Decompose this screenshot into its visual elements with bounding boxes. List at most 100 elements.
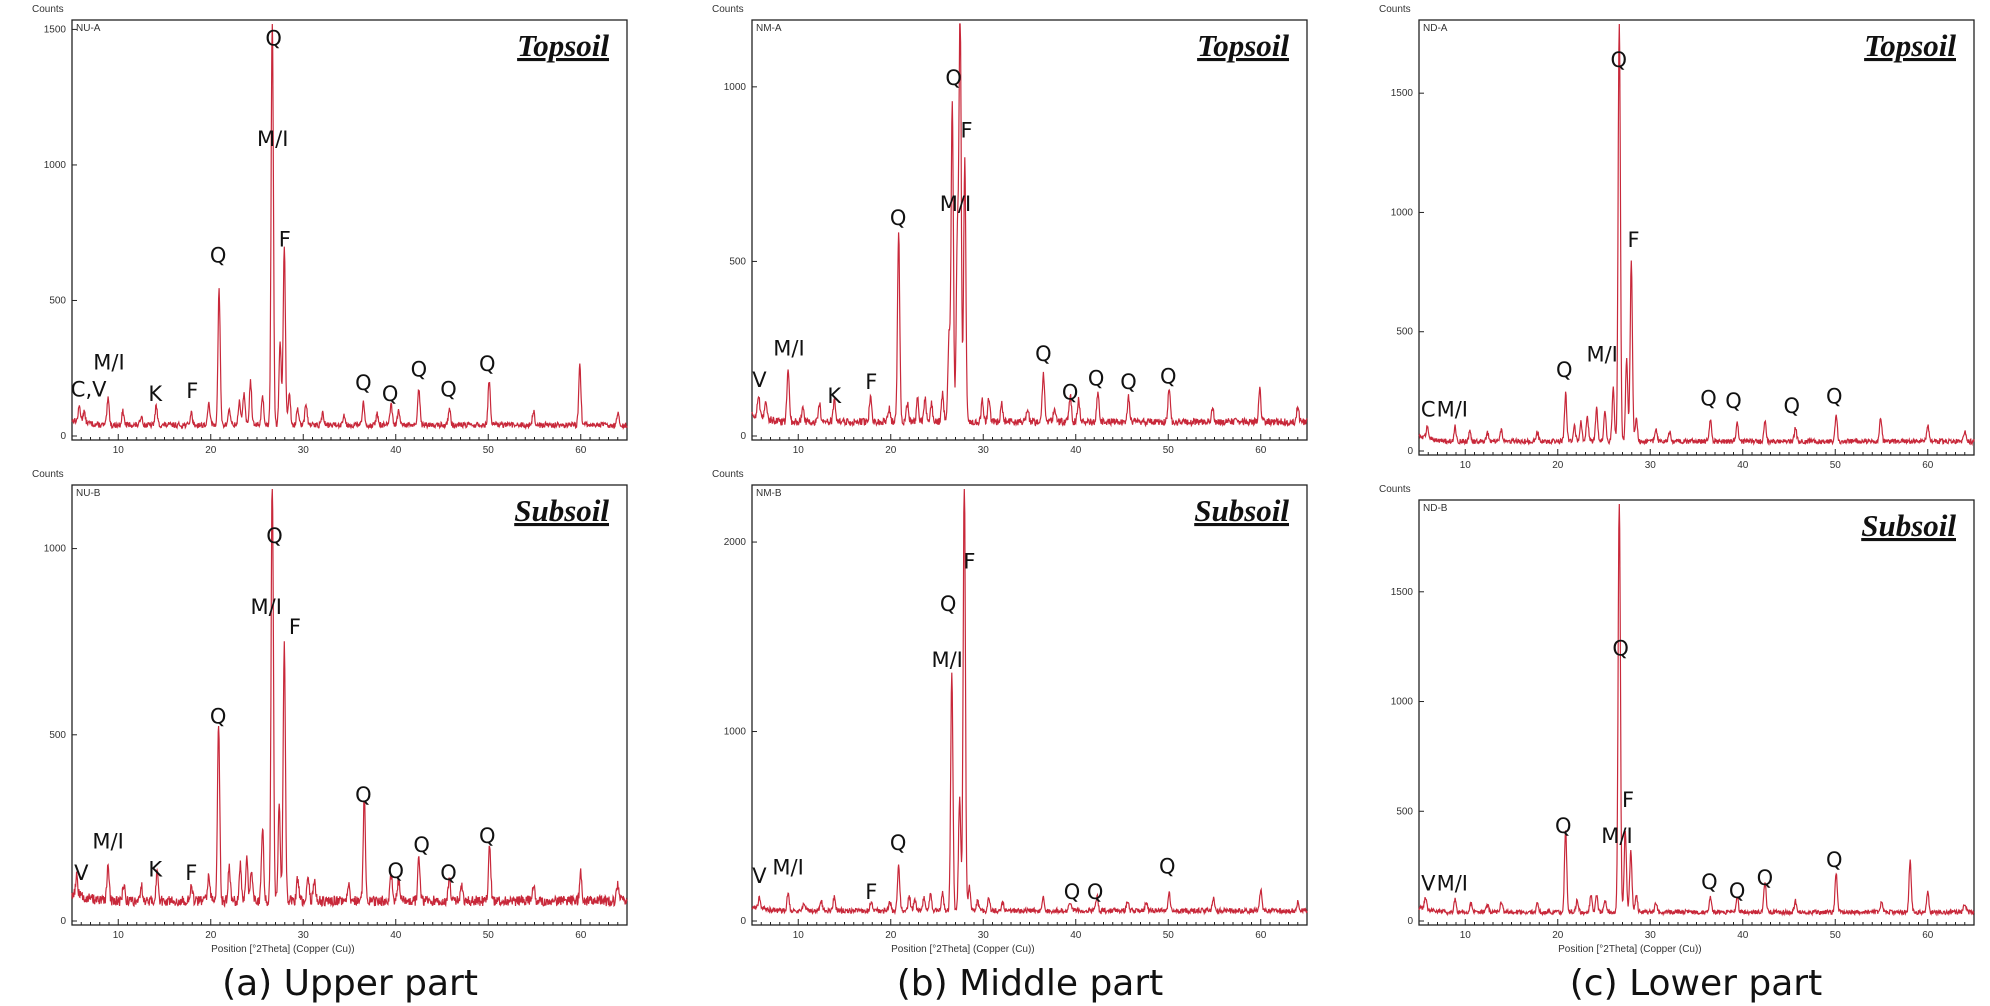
- peak-annotation: F: [1622, 788, 1634, 812]
- x-tick-label: 50: [1163, 445, 1175, 456]
- y-tick-label: 1000: [1391, 697, 1414, 708]
- plot-frame: [1418, 19, 1975, 456]
- xrd-pattern-line: [751, 488, 1308, 916]
- peak-annotation: Q: [210, 705, 227, 729]
- peak-annotation: V: [752, 864, 767, 888]
- x-axis-label: Position [°2Theta] (Copper (Cu)): [1558, 944, 1702, 955]
- y-axis-label: Counts: [32, 469, 64, 480]
- peak-annotation: Q: [1064, 880, 1081, 904]
- peak-annotation: Q: [940, 592, 957, 616]
- peak-annotation: F: [961, 118, 973, 142]
- plot-frame: [751, 19, 1308, 441]
- peak-annotation: Q: [1784, 394, 1801, 418]
- peak-annotation: M/I: [251, 595, 282, 619]
- x-tick-label: 50: [483, 445, 495, 456]
- peak-annotation: Q: [1088, 366, 1105, 390]
- y-tick-label: 1500: [1391, 587, 1414, 598]
- y-tick-label: 1000: [44, 544, 67, 555]
- y-tick-label: 500: [729, 256, 746, 267]
- peak-annotation: M/I: [772, 856, 803, 880]
- y-axis-label: Counts: [32, 4, 64, 15]
- x-tick-label: 30: [978, 930, 990, 941]
- xrd-pattern-line: [1418, 503, 1975, 917]
- peak-annotation: V: [1421, 871, 1436, 895]
- y-tick-label: 500: [1396, 806, 1413, 817]
- panel-id: NM-A: [756, 23, 782, 34]
- x-tick-label: 50: [483, 930, 495, 941]
- x-tick-label: 20: [1552, 930, 1564, 941]
- panel-lower-bottom: Counts ND-B 0 500 1000 1500 10 20 30 40 50 60 Positi…: [1379, 484, 1975, 955]
- x-tick-label: 30: [1645, 460, 1657, 471]
- x-tick-label: 10: [113, 445, 125, 456]
- y-tick-label: 0: [740, 916, 746, 927]
- x-tick-label: 10: [793, 445, 805, 456]
- plot-frame: [71, 19, 628, 441]
- y-tick-label: 0: [60, 916, 66, 927]
- y-tick-label: 500: [1396, 327, 1413, 338]
- y-tick-label: 0: [1407, 446, 1413, 457]
- peak-annotation: Q: [355, 371, 372, 395]
- peak-annotation: Q: [1611, 48, 1628, 72]
- peak-annotation: Q: [890, 206, 907, 230]
- peak-annotation: Q: [413, 833, 430, 857]
- x-tick-label: 10: [113, 930, 125, 941]
- x-tick-label: 40: [390, 930, 402, 941]
- peak-annotation: M/I: [773, 337, 804, 361]
- peak-annotation: M/I: [1437, 397, 1468, 421]
- x-tick-label: 40: [1737, 930, 1749, 941]
- y-tick-label: 1000: [724, 82, 747, 93]
- y-tick-label: 500: [49, 295, 66, 306]
- peak-annotation: Q: [945, 66, 962, 90]
- peak-annotation: Q: [382, 382, 399, 406]
- y-tick-label: 0: [60, 431, 66, 442]
- x-tick-label: 60: [1922, 930, 1934, 941]
- peak-annotation: Q: [1035, 342, 1052, 366]
- panel-id: NU-A: [76, 23, 101, 34]
- peak-annotation: M/I: [257, 127, 288, 151]
- caption-lower: (c) Lower part: [1570, 963, 1822, 1004]
- peak-annotation: Q: [1087, 880, 1104, 904]
- peak-annotation: Q: [1729, 879, 1746, 903]
- peak-annotation: V: [752, 368, 767, 392]
- x-tick-label: 50: [1163, 930, 1175, 941]
- x-tick-label: 40: [1070, 930, 1082, 941]
- y-tick-label: 2000: [724, 537, 747, 548]
- peak-annotation: Q: [266, 524, 283, 548]
- peak-annotation: Q: [440, 861, 457, 885]
- peak-annotation: Q: [1159, 855, 1176, 879]
- y-tick-label: 0: [1407, 916, 1413, 927]
- x-tick-label: 50: [1830, 930, 1842, 941]
- panel-id: NM-B: [756, 488, 782, 499]
- y-tick-label: 500: [49, 730, 66, 741]
- x-tick-label: 30: [978, 445, 990, 456]
- y-tick-label: 1000: [44, 160, 67, 171]
- peak-annotation: Q: [890, 831, 907, 855]
- peak-annotation: K: [827, 384, 842, 408]
- x-tick-label: 20: [1552, 460, 1564, 471]
- x-tick-label: 40: [390, 445, 402, 456]
- peak-annotation: Q: [265, 27, 282, 51]
- peak-annotation: Q: [1826, 848, 1843, 872]
- peak-annotation: F: [1628, 228, 1640, 252]
- peak-annotation: C,V: [71, 378, 107, 402]
- x-tick-label: 10: [1460, 460, 1472, 471]
- peak-annotation: Q: [1555, 814, 1572, 838]
- peak-annotation: Q: [355, 783, 372, 807]
- peak-annotation: M/I: [92, 829, 123, 853]
- peak-annotation: Q: [1701, 870, 1718, 894]
- x-tick-label: 50: [1830, 460, 1842, 471]
- peak-annotation: Q: [210, 244, 227, 268]
- y-axis-label: Counts: [1379, 484, 1411, 495]
- peak-annotation: Q: [1725, 389, 1742, 413]
- x-tick-label: 30: [298, 930, 310, 941]
- peak-annotation: F: [185, 861, 197, 885]
- plot-frame: [1418, 499, 1975, 926]
- xrd-pattern-line: [751, 23, 1308, 428]
- panel-upper-bottom: Counts NU-B 0 500 1000 10 20 30 40 50 60 Position […: [32, 469, 628, 955]
- peak-annotation: Q: [479, 824, 496, 848]
- soil-label: Topsoil: [1864, 28, 1956, 63]
- y-axis-label: Counts: [712, 4, 744, 15]
- xrd-pattern-line: [71, 23, 628, 430]
- peak-annotation: Q: [1160, 365, 1177, 389]
- x-tick-label: 30: [1645, 930, 1657, 941]
